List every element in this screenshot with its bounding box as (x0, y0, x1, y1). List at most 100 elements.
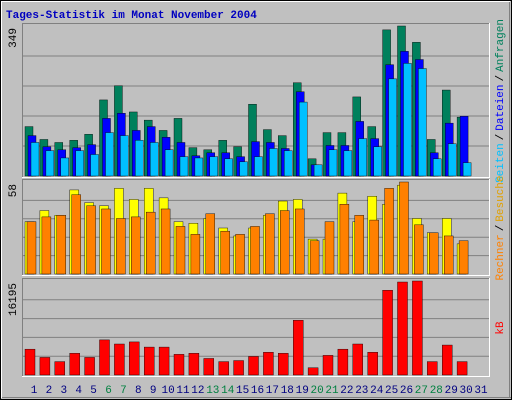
bar (235, 234, 245, 275)
bar (412, 280, 423, 376)
x-tick-label: 2 (46, 385, 53, 397)
x-tick-label: 25 (385, 385, 398, 397)
bar (54, 361, 65, 376)
bar (164, 149, 174, 177)
x-tick-label: 16 (251, 385, 264, 397)
bar (224, 158, 233, 177)
bar (39, 357, 51, 376)
bar (239, 161, 248, 177)
bar (307, 367, 319, 376)
bar (209, 156, 219, 177)
bar (116, 218, 126, 275)
bar (414, 224, 424, 275)
x-tick-label: 22 (340, 385, 353, 397)
x-tick-label: 7 (120, 385, 127, 397)
x-tick-label: 1 (31, 385, 38, 397)
x-tick-label: 18 (281, 385, 294, 397)
x-tick-label: 6 (105, 385, 112, 397)
bar (358, 138, 367, 177)
bar (263, 352, 274, 376)
bar (90, 154, 99, 177)
legend-separator: / (495, 225, 507, 232)
legend-separator: / (495, 134, 507, 141)
x-tick-label: 10 (161, 385, 174, 397)
bar (448, 143, 457, 177)
bar (160, 208, 171, 275)
x-tick-label: 24 (370, 385, 384, 397)
bar (203, 358, 215, 376)
bar (343, 150, 353, 177)
legend-entry: Dateien (495, 84, 507, 130)
bar (354, 215, 364, 275)
bar (24, 348, 36, 376)
x-tick-label: 21 (325, 385, 339, 397)
bar (456, 361, 468, 376)
bar (75, 150, 84, 177)
bar (429, 232, 439, 275)
bar (382, 290, 393, 376)
bar (444, 235, 454, 275)
bar (99, 339, 110, 376)
bar (248, 356, 259, 376)
x-tick-label: 26 (400, 385, 413, 397)
bar (388, 78, 397, 177)
legend-separator: / (495, 75, 507, 82)
bar (250, 226, 260, 275)
bar (45, 150, 55, 177)
x-tick-label: 30 (459, 385, 472, 397)
bar (120, 135, 129, 177)
x-tick-label: 5 (90, 385, 97, 397)
legend-entry: kB (495, 321, 507, 335)
x-tick-label: 17 (266, 385, 279, 397)
bar (399, 181, 409, 275)
bar (135, 140, 144, 177)
bar (41, 216, 52, 275)
bar (145, 211, 156, 275)
bar (149, 142, 159, 177)
bar (265, 213, 275, 275)
bar (84, 357, 95, 376)
y-max-label: 349 (8, 28, 20, 48)
bar (205, 213, 216, 275)
bar (309, 240, 320, 275)
bar (179, 156, 189, 177)
bar (60, 157, 69, 177)
bar (295, 208, 305, 275)
legend-entry: Rechner (495, 234, 507, 280)
bar (220, 230, 230, 275)
x-tick-label: 8 (135, 385, 142, 397)
bar (190, 234, 201, 275)
bar (462, 162, 472, 177)
bar (269, 148, 278, 177)
bar (293, 320, 304, 376)
x-tick-label: 3 (60, 385, 67, 397)
bar (322, 355, 334, 376)
bar (427, 361, 438, 376)
bar (143, 346, 155, 376)
bar (158, 346, 170, 376)
x-tick-label: 28 (430, 385, 443, 397)
bar (384, 188, 394, 275)
legend-entry: Besuche (495, 175, 507, 221)
bar (101, 208, 111, 275)
bar (71, 194, 81, 275)
x-tick-label: 23 (355, 385, 368, 397)
bar (280, 210, 290, 275)
x-tick-label: 13 (206, 385, 219, 397)
x-tick-label: 11 (176, 385, 190, 397)
legend-entry: Anfragen (495, 19, 507, 72)
bar (284, 150, 293, 177)
x-tick-label: 4 (75, 385, 82, 397)
bar (105, 132, 114, 177)
legend: kB (495, 321, 507, 335)
bar (369, 219, 379, 275)
bar (233, 360, 244, 376)
bar (218, 361, 229, 376)
chart-title: Tages-Statistik im Monat November 2004 (6, 10, 257, 22)
bar (175, 226, 186, 275)
x-tick-label: 12 (191, 385, 204, 397)
bar (194, 157, 204, 177)
x-tick-label: 9 (150, 385, 157, 397)
x-tick-label: 20 (310, 385, 323, 397)
bar (278, 353, 289, 376)
